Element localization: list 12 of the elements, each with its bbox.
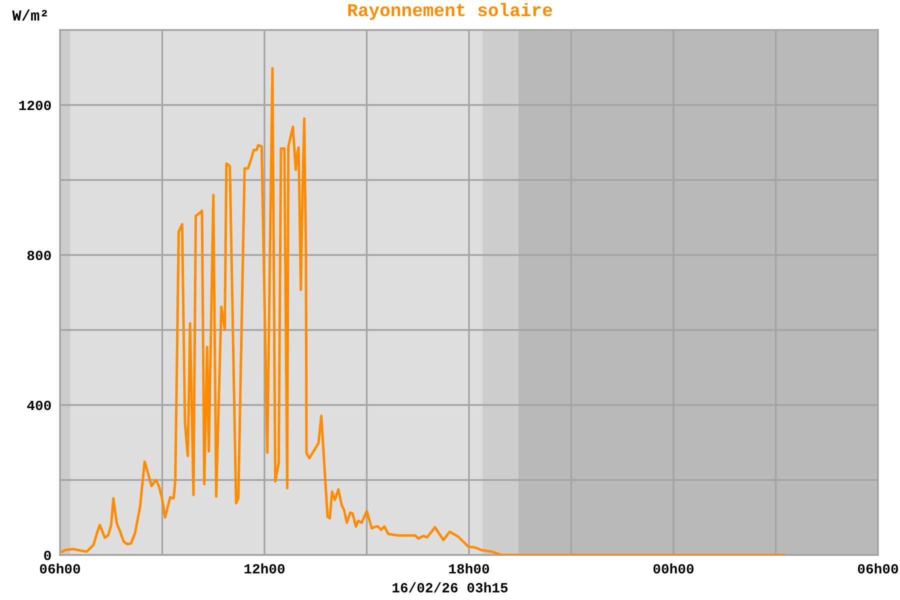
y-tick-label: 800: [27, 250, 51, 260]
x-tick-label: 00h00: [653, 563, 694, 574]
x-tick-label: 06h00: [858, 563, 898, 574]
y-tick-label: 0: [44, 550, 51, 560]
text: 16/02/26 03h15: [392, 582, 508, 592]
y-tick-label: 1200: [19, 100, 51, 110]
x-tick-label: 18h00: [449, 563, 490, 574]
x-tick-label: 12h00: [244, 563, 285, 574]
y-axis-title: W/m²: [12, 9, 47, 21]
y-tick-label: 400: [27, 400, 51, 410]
chart-title: Rayonnement solaire: [348, 3, 552, 20]
x-tick-label: 06h00: [40, 563, 80, 574]
